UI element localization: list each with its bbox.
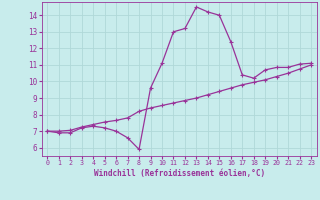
X-axis label: Windchill (Refroidissement éolien,°C): Windchill (Refroidissement éolien,°C) (94, 169, 265, 178)
